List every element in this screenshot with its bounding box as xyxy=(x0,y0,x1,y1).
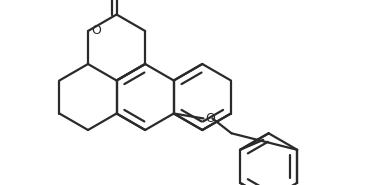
Text: O: O xyxy=(205,112,215,125)
Text: O: O xyxy=(91,24,101,38)
